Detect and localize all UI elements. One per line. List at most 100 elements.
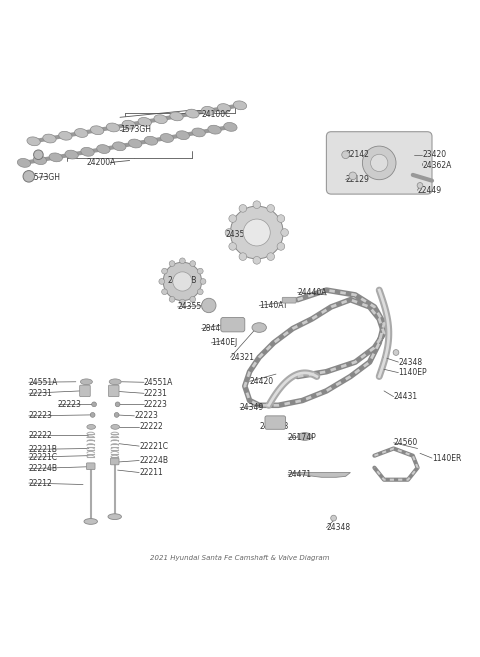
Circle shape	[92, 402, 96, 407]
FancyBboxPatch shape	[326, 131, 432, 194]
Ellipse shape	[109, 379, 121, 384]
FancyBboxPatch shape	[282, 298, 296, 303]
Text: 24349: 24349	[240, 403, 264, 412]
FancyBboxPatch shape	[108, 385, 119, 397]
Ellipse shape	[144, 137, 157, 145]
Circle shape	[331, 515, 336, 521]
Circle shape	[239, 204, 247, 212]
Ellipse shape	[186, 109, 199, 118]
Ellipse shape	[59, 131, 72, 140]
Text: 24362A: 24362A	[422, 161, 452, 170]
Circle shape	[371, 154, 388, 171]
Text: 22221C: 22221C	[139, 442, 168, 451]
Ellipse shape	[27, 137, 40, 146]
Ellipse shape	[217, 104, 231, 112]
Text: 24431: 24431	[394, 392, 418, 401]
Circle shape	[190, 296, 196, 302]
Circle shape	[180, 258, 185, 263]
Text: 24355S: 24355S	[178, 302, 206, 311]
Ellipse shape	[122, 120, 135, 129]
Ellipse shape	[84, 518, 97, 524]
Circle shape	[243, 219, 270, 246]
Ellipse shape	[208, 125, 221, 134]
Ellipse shape	[107, 123, 120, 132]
FancyBboxPatch shape	[80, 385, 90, 397]
FancyBboxPatch shape	[110, 458, 119, 464]
Ellipse shape	[176, 131, 190, 140]
Text: 24350D: 24350D	[226, 231, 256, 239]
Text: 1140ER: 1140ER	[432, 453, 461, 463]
Circle shape	[197, 289, 203, 294]
Ellipse shape	[80, 379, 92, 384]
Text: 22221B: 22221B	[29, 445, 58, 454]
Text: 1573GH: 1573GH	[29, 173, 60, 182]
Circle shape	[163, 262, 202, 301]
Text: 22449: 22449	[418, 186, 442, 194]
Text: 24471: 24471	[288, 470, 312, 480]
Ellipse shape	[108, 514, 121, 520]
Text: 23420: 23420	[422, 150, 446, 159]
Circle shape	[190, 261, 196, 267]
Ellipse shape	[298, 433, 312, 440]
Circle shape	[197, 268, 203, 274]
Text: 1573GH: 1573GH	[120, 125, 151, 134]
Text: 22231: 22231	[29, 389, 53, 397]
Ellipse shape	[74, 129, 88, 137]
Ellipse shape	[224, 122, 237, 131]
Ellipse shape	[90, 125, 104, 135]
Circle shape	[393, 350, 399, 355]
Ellipse shape	[65, 150, 78, 159]
Text: 24348: 24348	[326, 523, 350, 532]
Text: 22231: 22231	[144, 389, 168, 397]
Ellipse shape	[170, 112, 183, 121]
Text: 24410B: 24410B	[259, 422, 288, 432]
Ellipse shape	[97, 145, 110, 154]
Ellipse shape	[252, 323, 266, 332]
Circle shape	[90, 413, 95, 417]
Circle shape	[173, 272, 192, 291]
Ellipse shape	[202, 106, 215, 115]
FancyBboxPatch shape	[86, 463, 95, 470]
Ellipse shape	[138, 118, 151, 126]
Text: 2021 Hyundai Santa Fe Camshaft & Valve Diagram: 2021 Hyundai Santa Fe Camshaft & Valve D…	[150, 555, 330, 561]
Text: 22223: 22223	[29, 411, 53, 420]
Ellipse shape	[129, 139, 142, 148]
Ellipse shape	[113, 142, 126, 150]
FancyBboxPatch shape	[265, 416, 286, 429]
Circle shape	[162, 268, 168, 274]
Circle shape	[349, 172, 357, 180]
Text: 24560: 24560	[394, 438, 418, 447]
Text: 24348: 24348	[398, 357, 422, 367]
Text: 22212: 22212	[29, 478, 52, 487]
Ellipse shape	[33, 156, 47, 164]
Text: 24100C: 24100C	[202, 110, 231, 120]
Circle shape	[253, 256, 261, 264]
Circle shape	[362, 146, 396, 180]
Circle shape	[34, 150, 43, 160]
Text: 22223: 22223	[134, 411, 158, 420]
Text: 1140AT: 1140AT	[259, 301, 288, 310]
Circle shape	[277, 215, 285, 223]
Ellipse shape	[81, 147, 94, 156]
Circle shape	[115, 402, 120, 407]
Circle shape	[200, 279, 206, 284]
Text: 22222: 22222	[139, 422, 163, 432]
Circle shape	[267, 253, 275, 260]
Circle shape	[230, 206, 283, 259]
FancyBboxPatch shape	[221, 317, 245, 332]
Text: 28440C: 28440C	[202, 324, 231, 333]
Circle shape	[229, 242, 237, 250]
Text: 22142: 22142	[346, 150, 370, 159]
Ellipse shape	[87, 424, 96, 429]
Circle shape	[281, 229, 288, 237]
Ellipse shape	[17, 158, 31, 168]
Text: 1140EJ: 1140EJ	[211, 338, 238, 348]
Circle shape	[225, 229, 233, 237]
Circle shape	[253, 201, 261, 208]
Text: 22224B: 22224B	[29, 464, 58, 473]
Circle shape	[277, 242, 285, 250]
Ellipse shape	[154, 115, 167, 124]
Text: 26174P: 26174P	[288, 434, 317, 442]
Text: 24551A: 24551A	[144, 378, 173, 387]
Circle shape	[267, 204, 275, 212]
